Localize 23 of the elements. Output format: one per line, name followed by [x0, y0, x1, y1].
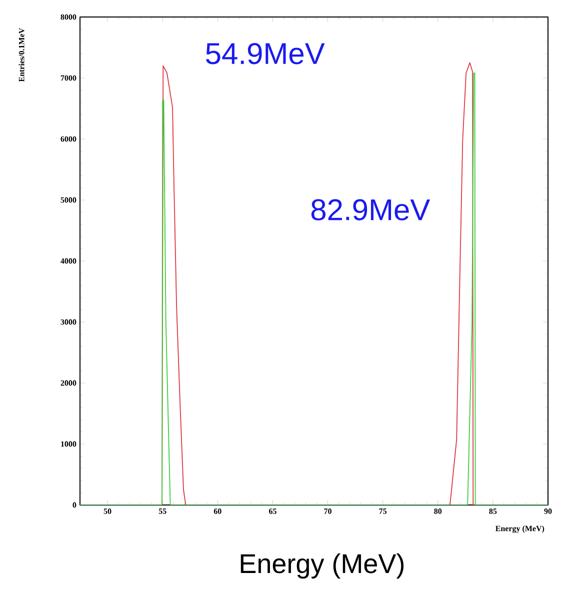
x-tick-label: 50 — [104, 508, 112, 514]
x-tick-label: 70 — [324, 508, 332, 514]
y-tick-label: 4000 — [60, 258, 76, 264]
annotation: 54.9MeV — [206, 42, 325, 64]
y-tick-label: 6000 — [60, 136, 76, 142]
y-tick-label: 1000 — [61, 441, 76, 447]
x-tick-label: 90 — [544, 508, 552, 514]
y-tick-label: 3000 — [60, 319, 76, 325]
x-tick-label: 65 — [268, 508, 276, 514]
x-tick-label: 85 — [489, 508, 497, 514]
y-tick-label: 5000 — [60, 197, 76, 203]
y-tick-label: 7000 — [60, 75, 76, 81]
x-tick-label: 80 — [434, 508, 442, 514]
x-tick-label: 75 — [379, 508, 387, 514]
annotation: 82.9MeV — [311, 199, 430, 220]
x-tick-label: 55 — [158, 508, 166, 514]
y-tick-label: 2000 — [60, 380, 76, 386]
x-axis-title: Energy (MeV) — [496, 526, 544, 533]
y-tick-label: 8000 — [60, 14, 76, 20]
text: Energy (MeV) — [240, 553, 404, 579]
x-tick-label: 60 — [214, 508, 222, 514]
y-axis-title: Entries/0.1MeV — [18, 28, 24, 82]
y-tick-label: 0 — [72, 502, 76, 508]
